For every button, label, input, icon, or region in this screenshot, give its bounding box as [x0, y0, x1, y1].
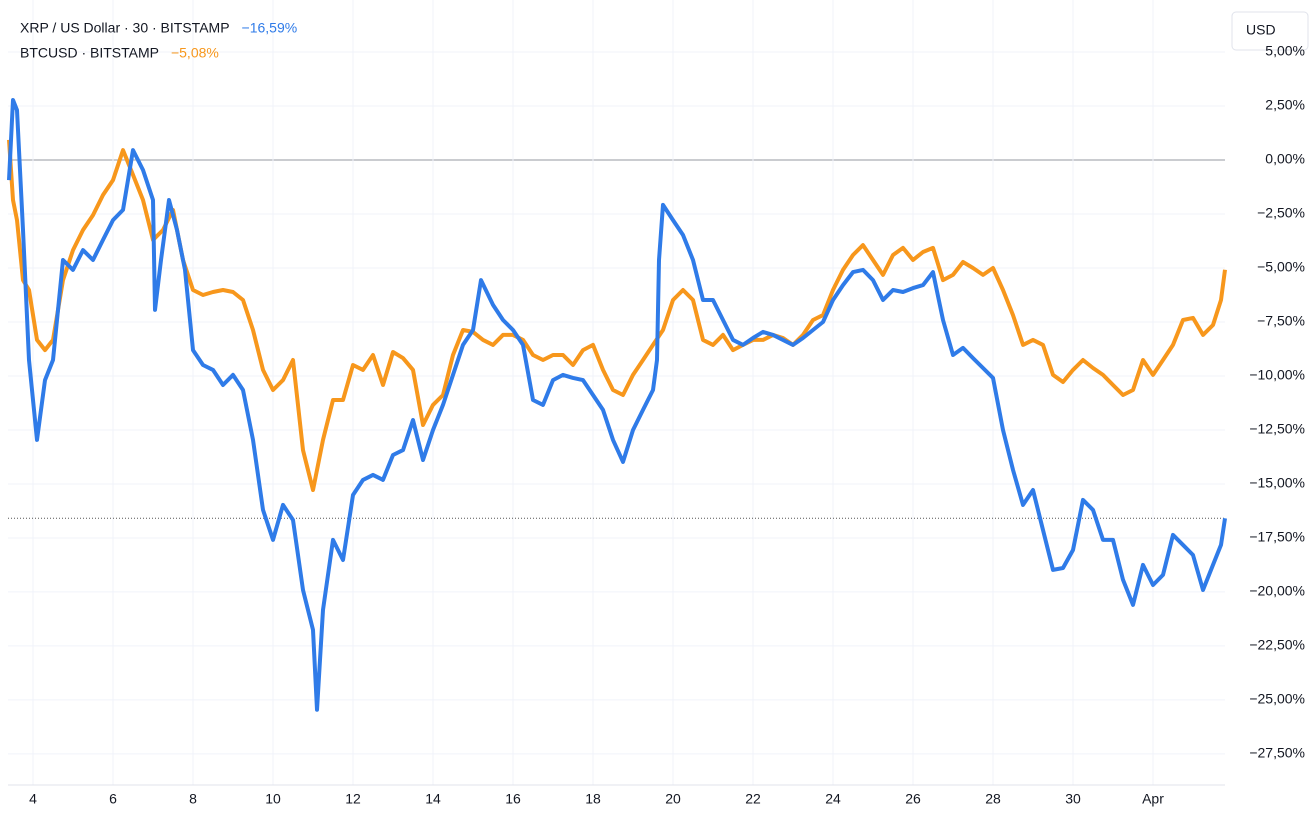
legend-change: −16,59%: [242, 20, 298, 36]
series-line: [7, 98, 1227, 712]
x-tick-label: 16: [505, 791, 521, 807]
x-tick-label: 14: [425, 791, 441, 807]
y-tick-label: −15,00%: [1249, 475, 1305, 491]
x-tick-label: 10: [265, 791, 281, 807]
x-tick-label: Apr: [1142, 791, 1164, 807]
x-tick-label: 12: [345, 791, 361, 807]
x-tick-label: 8: [189, 791, 197, 807]
x-tick-label: 18: [585, 791, 601, 807]
y-tick-label: −12,50%: [1249, 421, 1305, 437]
x-tick-label: 20: [665, 791, 681, 807]
x-tick-label: 22: [745, 791, 761, 807]
y-tick-label: −25,00%: [1249, 691, 1305, 707]
y-tick-label: −22,50%: [1249, 637, 1305, 653]
legend-name: XRP / US Dollar · 30 · BITSTAMP: [20, 20, 230, 36]
x-tick-label: 28: [985, 791, 1001, 807]
y-tick-label: −20,00%: [1249, 583, 1305, 599]
y-tick-label: −10,00%: [1249, 367, 1305, 383]
y-tick-label: −2,50%: [1257, 205, 1305, 221]
x-tick-label: 26: [905, 791, 921, 807]
x-tick-label: 4: [29, 791, 37, 807]
x-tick-label: 24: [825, 791, 841, 807]
x-tick-label: 6: [109, 791, 117, 807]
y-tick-label: 2,50%: [1265, 97, 1305, 113]
series-line: [7, 139, 1227, 492]
currency-label[interactable]: USD: [1246, 22, 1276, 38]
y-tick-label: −5,00%: [1257, 259, 1305, 275]
y-tick-label: 0,00%: [1265, 151, 1305, 167]
x-tick-label: 30: [1065, 791, 1081, 807]
legend-change: −5,08%: [171, 45, 219, 61]
y-tick-label: −17,50%: [1249, 529, 1305, 545]
y-tick-label: −27,50%: [1249, 745, 1305, 761]
legend-name: BTCUSD · BITSTAMP: [20, 45, 159, 61]
currency-button[interactable]: [1231, 11, 1309, 51]
y-tick-label: −7,50%: [1257, 313, 1305, 329]
y-tick-label: 5,00%: [1265, 43, 1305, 59]
